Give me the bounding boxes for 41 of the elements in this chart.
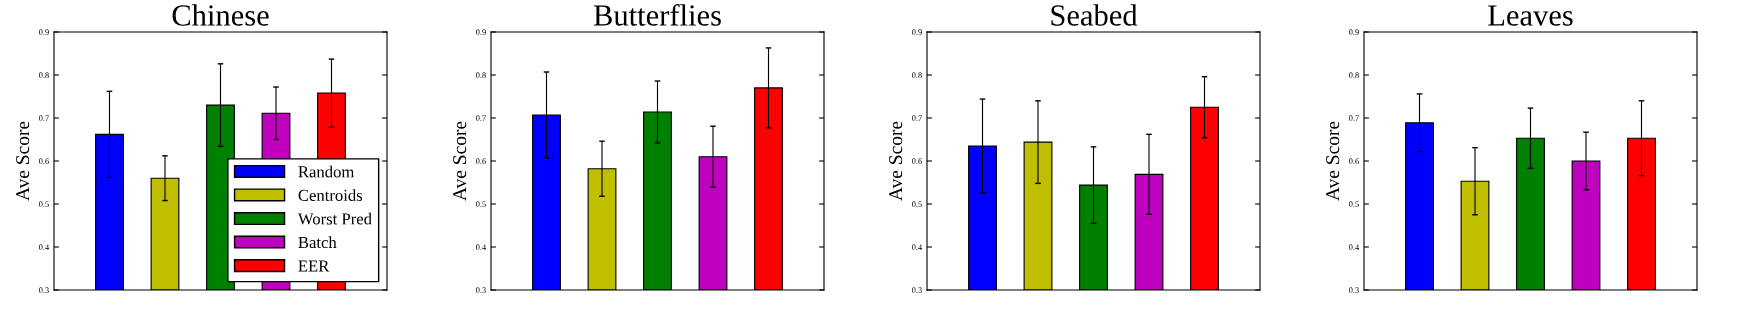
y-tick-label: 0.5	[1349, 201, 1359, 208]
y-tick-label: 0.8	[476, 72, 486, 79]
y-tick-label: 0.5	[476, 201, 486, 208]
y-tick-label: 0.4	[39, 244, 50, 251]
y-tick-label: 0.6	[39, 158, 49, 165]
y-axis-title: Ave Score	[16, 121, 30, 201]
y-tick-label: 0.4	[476, 244, 487, 251]
legend-label: Batch	[298, 236, 337, 249]
legend-label: Random	[298, 165, 355, 178]
y-tick-label: 0.6	[912, 158, 922, 165]
y-tick-label: 0.9	[476, 29, 486, 36]
y-tick-label: 0.4	[912, 244, 923, 251]
y-tick-label: 0.9	[39, 29, 49, 36]
y-tick-label: 0.6	[476, 158, 486, 165]
y-tick-label: 0.8	[1349, 72, 1359, 79]
y-tick-label: 0.5	[39, 201, 49, 208]
y-tick-label: 0.3	[912, 287, 922, 294]
y-tick-label: 0.3	[39, 287, 49, 294]
y-tick-label: 0.7	[1349, 115, 1359, 122]
y-axis-title: Ave Score	[889, 121, 903, 201]
chart-title: Leaves	[1488, 5, 1573, 26]
chart-title: Chinese	[172, 4, 269, 26]
chart-title: Seabed	[1051, 4, 1138, 26]
y-tick-label: 0.6	[1349, 158, 1359, 165]
legend-label: Centroids	[298, 189, 363, 201]
y-tick-label: 0.9	[912, 29, 922, 36]
y-tick-label: 0.9	[1349, 29, 1359, 36]
y-tick-label: 0.8	[39, 72, 49, 79]
y-tick-label: 0.7	[39, 115, 49, 122]
y-tick-label: 0.8	[912, 72, 922, 79]
y-axis-title: Ave Score	[453, 121, 467, 201]
y-axis-title: Ave Score	[1326, 121, 1340, 201]
legend-label: EER	[298, 260, 330, 272]
chart-title: Butterflies	[593, 3, 721, 26]
y-tick-label: 0.7	[912, 115, 922, 122]
y-tick-label: 0.7	[476, 115, 486, 122]
y-tick-label: 0.3	[476, 287, 486, 294]
y-tick-label: 0.4	[1349, 244, 1360, 251]
legend-label: Worst Pred	[297, 212, 372, 225]
y-tick-label: 0.3	[1349, 287, 1359, 294]
y-tick-label: 0.5	[912, 201, 922, 208]
